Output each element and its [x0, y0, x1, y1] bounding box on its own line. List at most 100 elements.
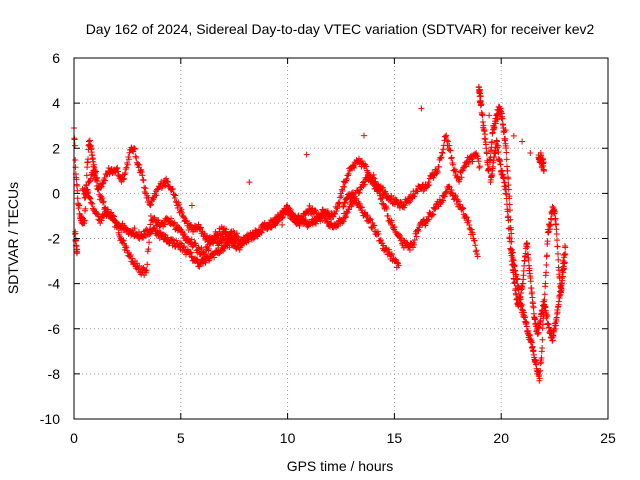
interpolated-point — [72, 230, 79, 237]
interpolated-point — [146, 239, 153, 246]
interpolated-point — [484, 161, 491, 168]
series-track-a — [71, 124, 483, 249]
interpolated-point — [86, 194, 93, 201]
data-point — [164, 179, 171, 186]
data-point — [562, 244, 569, 251]
interpolated-point — [414, 188, 421, 195]
interpolated-point — [168, 236, 175, 243]
interpolated-point — [406, 246, 413, 253]
interpolated-point — [131, 145, 138, 152]
interpolated-point — [72, 164, 79, 171]
series-track-d — [476, 86, 569, 384]
x-axis-label: GPS time / hours — [287, 458, 394, 474]
interpolated-point — [99, 199, 106, 206]
interpolated-point — [258, 229, 265, 236]
interpolated-point — [366, 215, 373, 222]
interpolated-point — [486, 112, 493, 119]
interpolated-point — [537, 367, 544, 374]
x-tick-label: 10 — [280, 430, 296, 446]
interpolated-point — [473, 247, 480, 254]
data-point — [233, 237, 240, 244]
grid — [74, 58, 608, 419]
interpolated-point — [141, 184, 148, 191]
interpolated-point — [76, 202, 83, 209]
data-point — [340, 203, 347, 210]
interpolated-point — [112, 218, 119, 225]
interpolated-point — [100, 213, 107, 220]
interpolated-point — [179, 212, 186, 219]
interpolated-point — [198, 245, 205, 252]
interpolated-point — [417, 185, 424, 192]
interpolated-point — [401, 202, 408, 209]
data-point — [342, 212, 349, 219]
interpolated-point — [507, 238, 514, 245]
interpolated-point — [121, 171, 128, 178]
interpolated-point — [371, 222, 378, 229]
data-point — [543, 269, 550, 276]
data-point — [113, 165, 120, 172]
interpolated-point — [114, 164, 121, 171]
interpolated-point — [503, 156, 510, 163]
interpolated-point — [279, 221, 286, 228]
interpolated-point — [95, 185, 102, 192]
y-tick-label: -2 — [48, 231, 61, 247]
interpolated-point — [162, 182, 169, 189]
interpolated-point — [279, 214, 286, 221]
interpolated-point — [343, 175, 350, 182]
interpolated-point — [119, 238, 126, 245]
interpolated-point — [506, 225, 513, 232]
interpolated-point — [458, 174, 465, 181]
interpolated-point — [543, 261, 550, 268]
data-point — [143, 267, 150, 274]
interpolated-point — [552, 322, 559, 329]
interpolated-point — [232, 238, 239, 245]
interpolated-point — [532, 315, 539, 322]
x-tick-label: 25 — [600, 430, 616, 446]
interpolated-point — [560, 257, 567, 264]
interpolated-point — [108, 209, 115, 216]
interpolated-point — [121, 175, 128, 182]
interpolated-point — [462, 213, 469, 220]
data-point — [291, 215, 298, 222]
interpolated-point — [430, 174, 437, 181]
interpolated-point — [87, 175, 94, 182]
interpolated-point — [558, 281, 565, 288]
interpolated-point — [380, 242, 387, 249]
interpolated-point — [503, 149, 510, 156]
interpolated-point — [339, 188, 346, 195]
interpolated-point — [312, 220, 319, 227]
x-tick-label: 15 — [387, 430, 403, 446]
interpolated-point — [476, 164, 483, 171]
interpolated-point — [375, 230, 382, 237]
data-point — [83, 172, 90, 179]
data-point — [434, 167, 441, 174]
interpolated-point — [335, 200, 342, 207]
interpolated-point — [111, 169, 118, 176]
interpolated-point — [180, 214, 187, 221]
interpolated-point — [509, 261, 516, 268]
chart-title: Day 162 of 2024, Sidereal Day-to-day VTE… — [86, 21, 595, 37]
interpolated-point — [443, 132, 450, 139]
interpolated-point — [333, 207, 340, 214]
interpolated-point — [557, 291, 564, 298]
interpolated-point — [469, 231, 476, 238]
interpolated-point — [455, 198, 462, 205]
data-point — [105, 208, 112, 215]
interpolated-point — [123, 244, 130, 251]
interpolated-point — [147, 221, 154, 228]
interpolated-point — [439, 150, 446, 157]
interpolated-point — [161, 231, 168, 238]
interpolated-point — [367, 216, 374, 223]
interpolated-point — [456, 178, 463, 185]
interpolated-point — [551, 210, 558, 217]
interpolated-point — [429, 210, 436, 217]
interpolated-point — [334, 204, 341, 211]
interpolated-point — [519, 138, 526, 145]
interpolated-point — [415, 227, 422, 234]
interpolated-point — [452, 192, 459, 199]
interpolated-point — [86, 137, 93, 144]
interpolated-point — [128, 255, 135, 262]
interpolated-point — [188, 222, 195, 229]
interpolated-point — [91, 171, 98, 178]
interpolated-point — [462, 163, 469, 170]
